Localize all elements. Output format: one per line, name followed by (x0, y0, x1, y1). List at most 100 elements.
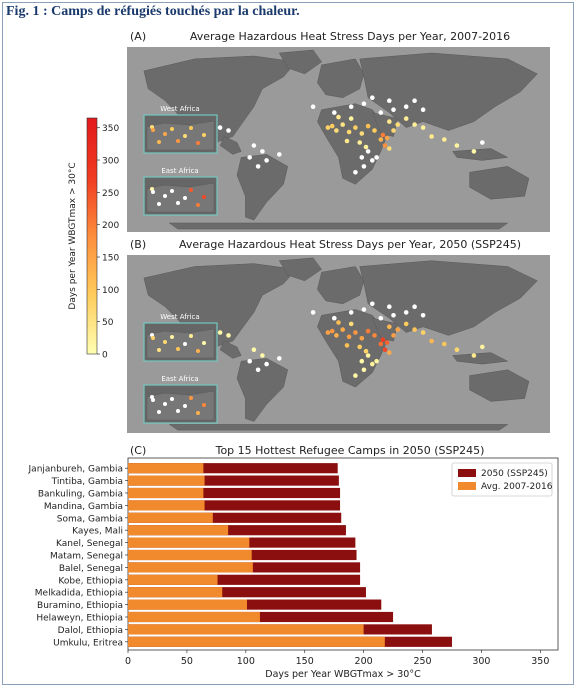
camp-marker-b (344, 343, 350, 348)
inset-west-africa-b-camp-marker (202, 341, 206, 345)
camp-marker-b (353, 330, 358, 335)
map-panel-b: West Africa East Africa (127, 255, 550, 433)
camp-marker-b (264, 361, 269, 367)
camp-marker-a (348, 104, 354, 109)
camp-marker-b (365, 353, 371, 358)
camp-marker-b (454, 347, 460, 352)
x-tick-label: 50 (181, 656, 193, 667)
camp-marker-a (361, 101, 367, 106)
camp-marker-a (332, 110, 337, 115)
inset-east-africa-b-camp-marker (176, 409, 180, 413)
camp-marker-a (382, 143, 388, 148)
y-tick-label: Kanel, Senegal (56, 539, 123, 549)
camp-marker-a (346, 129, 352, 135)
inset-west-africa-a-camp-marker (170, 127, 174, 131)
camp-marker-b (332, 315, 337, 321)
camp-marker-b (359, 358, 365, 364)
bar-avg (128, 636, 385, 647)
map-panel-a: West Africa East Africa (127, 47, 550, 232)
camp-marker-b (471, 353, 477, 358)
landmass-north-america-b (143, 263, 297, 348)
camp-marker-b (361, 367, 367, 373)
camp-marker-a (357, 140, 362, 145)
camp-marker-a (378, 137, 384, 142)
inset-west-africa-b-camp-marker (170, 335, 174, 339)
bar-avg (128, 587, 223, 598)
y-tick-label: Helaweyn, Ethiopia (36, 614, 123, 624)
inset-west-africa-b-camp-marker (157, 348, 161, 352)
camp-marker-a (387, 119, 392, 124)
bar-avg (128, 549, 252, 561)
inset-west-africa-a-camp-marker (196, 141, 200, 145)
camp-marker-b (382, 347, 388, 352)
camp-marker-b (412, 327, 417, 332)
camp-marker-b (378, 315, 384, 321)
camp-marker-a (454, 143, 460, 148)
panel-a-title: Average Hazardous Heat Stress Days per Y… (189, 30, 511, 43)
inset-east-africa-b-camp-marker (157, 410, 161, 414)
camp-marker-a (363, 144, 369, 150)
camp-marker-b (251, 347, 257, 352)
camp-marker-b (380, 337, 386, 342)
camp-marker-b (387, 350, 392, 355)
bar-avg (128, 525, 229, 536)
bar-avg (128, 537, 250, 548)
camp-marker-a (412, 122, 417, 127)
bar-avg (128, 574, 218, 585)
y-tick-label: Mandina, Gambia (44, 502, 123, 512)
camp-marker-a (378, 110, 384, 115)
camp-marker-a (387, 98, 392, 103)
camp-marker-b (348, 321, 354, 327)
y-tick-label: Melkadida, Ethiopia (35, 589, 123, 599)
inset-west-africa-b-camp-marker (189, 334, 193, 338)
y-tick-label: Kayes, Mali (72, 527, 123, 537)
bar-avg (128, 611, 260, 623)
inset-west-africa-b-camp-marker (151, 336, 155, 340)
camp-marker-a (403, 116, 409, 121)
inset-east-africa-b-camp-marker (202, 403, 206, 407)
camp-marker-b (420, 313, 426, 318)
camp-marker-a (251, 143, 257, 148)
camp-marker-a (420, 125, 426, 130)
camp-marker-b (334, 333, 339, 338)
bar-2050 (128, 611, 394, 623)
camp-marker-a (480, 140, 485, 145)
landmass-south-america-a (236, 154, 288, 221)
camp-marker-a (353, 170, 358, 175)
y-tick-label: Dalol, Ethiopia (58, 626, 123, 636)
colorbar-tick-label: 50 (102, 318, 114, 328)
camp-marker-a (255, 164, 261, 169)
y-tick-label: Bankuling, Gambia (38, 490, 123, 500)
camp-marker-b (277, 356, 282, 361)
camp-marker-b (384, 340, 390, 345)
camp-marker-b (226, 333, 231, 338)
camp-marker-a (260, 149, 265, 154)
x-tick-label: 300 (472, 656, 490, 667)
bar-chart: Janjanbureh, Gambia Tintiba, Gambia Bankul… (28, 457, 559, 680)
inset-east-africa-a-camp-marker (196, 203, 200, 207)
legend-label: Avg. 2007-2016 (481, 482, 553, 492)
inset-east-africa-b-label: East Africa (161, 375, 198, 383)
landmass-europe-b (317, 266, 365, 305)
camp-marker-b (370, 361, 375, 367)
figure-title: Fig. 1 : Camps de réfugiés touchés par l… (6, 4, 300, 19)
colorbar-tick-label: 350 (102, 124, 119, 134)
bar-avg (128, 500, 205, 511)
panel-b-title: Average Hazardous Heat Stress Days per Y… (179, 238, 521, 251)
camp-marker-b (353, 373, 358, 378)
camp-marker-a (336, 114, 341, 120)
camp-marker-a (370, 158, 375, 163)
camp-marker-b (370, 301, 375, 307)
camp-marker-b (391, 333, 396, 338)
camp-marker-a (217, 125, 223, 130)
panel-c-label: (C) (130, 444, 147, 457)
camp-marker-a (329, 123, 335, 129)
landmass-south-america-b (236, 358, 288, 422)
camp-marker-b (325, 330, 331, 335)
colorbar-tick-label: 100 (102, 286, 119, 296)
camp-marker-b (442, 341, 447, 347)
landmass-asia-b (359, 260, 538, 336)
camp-marker-a (365, 123, 371, 129)
inset-east-africa-b-camp-marker (170, 397, 174, 401)
